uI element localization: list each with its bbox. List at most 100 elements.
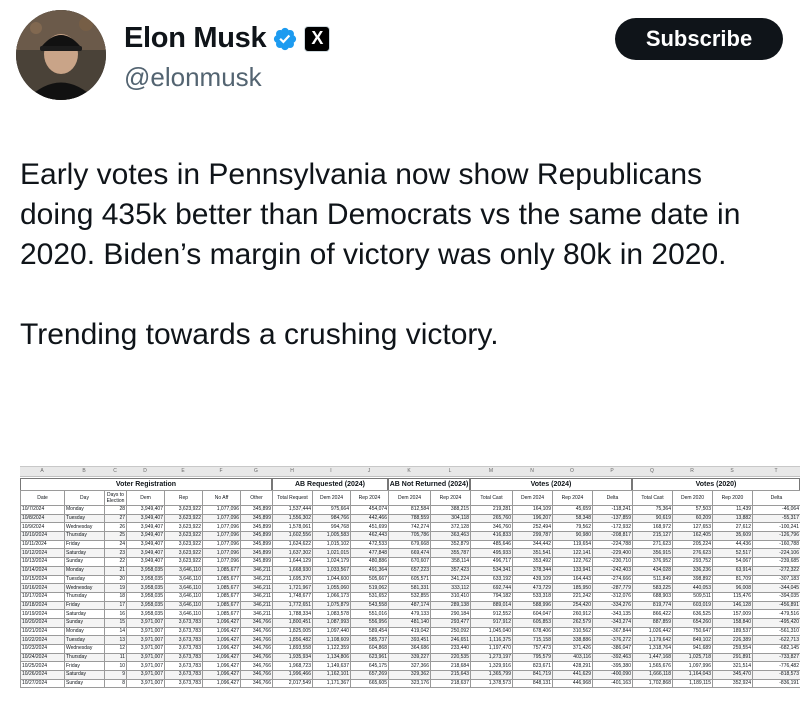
table-cell: 605,571 — [389, 575, 431, 584]
table-cell: 1,075,879 — [313, 601, 351, 610]
table-cell: 742,274 — [389, 523, 431, 532]
table-cell: Sunday — [65, 679, 105, 688]
table-cell: 10/24/2024 — [21, 653, 65, 662]
table-cell: 1,702,868 — [633, 679, 673, 688]
group-header-ab-requested: AB Requested (2024) — [272, 478, 388, 490]
table-cell: -118,241 — [593, 506, 633, 515]
table-cell: 1,624,622 — [273, 540, 313, 549]
table-cell: -456,891 — [753, 601, 800, 610]
table-cell: 841,719 — [513, 671, 553, 680]
table-cell: 1,096,427 — [203, 618, 241, 627]
table-cell: 3,623,922 — [165, 532, 203, 541]
table-cell: 11 — [105, 653, 127, 662]
table-cell: 10/16/2024 — [21, 584, 65, 593]
table-cell: 18 — [105, 592, 127, 601]
column-header: Rep 2024 — [553, 491, 593, 506]
table-cell: 3,646,110 — [165, 566, 203, 575]
table-cell: 310,562 — [553, 627, 593, 636]
table-cell: 1,083,578 — [313, 610, 351, 619]
table-cell: 196,207 — [513, 514, 553, 523]
table-cell: 345,899 — [241, 549, 273, 558]
table-cell: 10/19/2024 — [21, 610, 65, 619]
table-cell: 1,026,442 — [633, 627, 673, 636]
table-cell: 346,211 — [241, 566, 273, 575]
table-cell: 583,225 — [633, 584, 673, 593]
table-cell: 346,211 — [241, 575, 273, 584]
table-cell: 26 — [105, 523, 127, 532]
table-cell: 372,128 — [431, 523, 471, 532]
table-cell: 1,721,967 — [273, 584, 313, 593]
table-cell: 90,619 — [633, 514, 673, 523]
table-cell: 20 — [105, 575, 127, 584]
table-cell: Thursday — [65, 653, 105, 662]
table-cell: 1,602,556 — [273, 532, 313, 541]
table-cell: 205,224 — [673, 540, 713, 549]
table-cell: 10/27/2024 — [21, 679, 65, 688]
table-cell: -343,135 — [593, 610, 633, 619]
table-cell: 485,646 — [471, 540, 513, 549]
table-cell: 439,109 — [513, 575, 553, 584]
table-cell: 250,092 — [431, 627, 471, 636]
table-cell: 254,420 — [553, 601, 593, 610]
table-cell: 122,762 — [553, 558, 593, 567]
column-letter: O — [552, 467, 592, 476]
table-cell: 304,118 — [431, 514, 471, 523]
table-cell: 1,096,427 — [203, 671, 241, 680]
table-cell: -394,035 — [753, 592, 800, 601]
table-cell: 1,085,677 — [203, 601, 241, 610]
table-cell: 1,097,996 — [673, 662, 713, 671]
table-cell: 3,673,783 — [165, 653, 203, 662]
table-cell: 3,623,922 — [165, 514, 203, 523]
table-cell: 1,197,470 — [471, 645, 513, 654]
table-cell: 3,673,783 — [165, 671, 203, 680]
table-cell: 164,109 — [513, 506, 553, 515]
table-cell: 1,096,427 — [203, 653, 241, 662]
table-cell: -344,045 — [753, 584, 800, 593]
table-cell: -836,191 — [753, 679, 800, 688]
table-cell: 10/21/2024 — [21, 627, 65, 636]
table-cell: 819,774 — [633, 601, 673, 610]
table-cell: 1,164,043 — [673, 671, 713, 680]
table-cell: 1,162,101 — [313, 671, 351, 680]
table-cell: 3,623,922 — [165, 506, 203, 515]
group-header-votes-2024: Votes (2024) — [470, 478, 632, 490]
column-letter: B — [64, 467, 104, 476]
verified-badge-icon — [272, 26, 298, 52]
author-display-name[interactable]: Elon Musk — [124, 22, 266, 55]
table-cell: 496,717 — [471, 558, 513, 567]
table-cell: 440,053 — [673, 584, 713, 593]
table-cell: 1,024,179 — [313, 558, 351, 567]
table-cell: 133,941 — [553, 566, 593, 575]
table-cell: 669,474 — [389, 549, 431, 558]
table-cell: -172,932 — [593, 523, 633, 532]
table-cell: 1,005,583 — [313, 532, 351, 541]
tweet-text: Early votes in Pennsylvania now show Rep… — [20, 155, 780, 355]
table-cell: 1,045,040 — [471, 627, 513, 636]
table-cell: 157,009 — [713, 610, 753, 619]
table-cell: 321,514 — [713, 662, 753, 671]
table-cell: -312,076 — [593, 592, 633, 601]
author-handle[interactable]: @elonmusk — [124, 62, 262, 93]
table-cell: 1,695,370 — [273, 575, 313, 584]
table-cell: 146,128 — [713, 601, 753, 610]
table-cell: 17 — [105, 601, 127, 610]
table-cell: 454,074 — [351, 506, 389, 515]
table-cell: 299,787 — [513, 532, 553, 541]
column-letter: N — [512, 467, 552, 476]
table-cell: 1,171,367 — [313, 679, 351, 688]
table-cell: Monday — [65, 566, 105, 575]
table-cell: 3,971,007 — [127, 671, 165, 680]
table-cell: -239,685 — [753, 558, 800, 567]
subscribe-button[interactable]: Subscribe — [615, 18, 783, 60]
table-cell: 24 — [105, 540, 127, 549]
table-cell: 218,684 — [431, 662, 471, 671]
avatar[interactable] — [16, 10, 106, 100]
table-cell: 291,891 — [713, 653, 753, 662]
column-letter: J — [350, 467, 388, 476]
table-cell: 346,766 — [241, 679, 273, 688]
